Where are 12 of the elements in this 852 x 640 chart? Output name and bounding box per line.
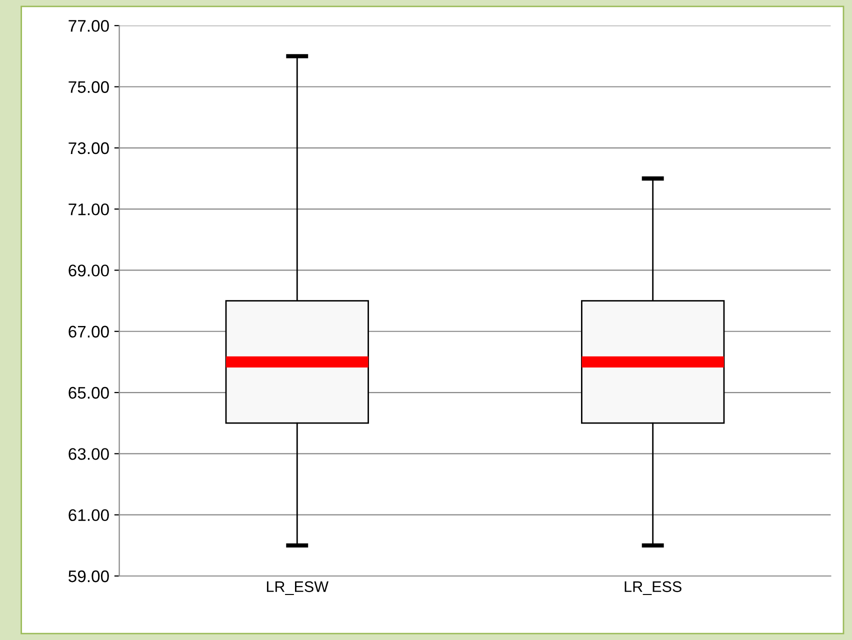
y-tick-label: 59.00 [68,570,109,582]
y-tick-label: 65.00 [68,386,109,399]
y-tick-label: 69.00 [68,264,109,276]
y-tick-label: 61.00 [68,509,109,522]
y-tick-label: 63.00 [68,448,109,460]
y-tick-label: 67.00 [68,326,109,338]
y-tick-label: 71.00 [68,203,109,216]
y-tick-label: 75.00 [68,81,109,93]
y-tick-label: 77.00 [68,20,109,32]
y-tick-label: 73.00 [68,142,109,154]
x-tick-label: LR_ESS [624,581,682,595]
x-tick-label: LR_ESW [266,581,328,595]
